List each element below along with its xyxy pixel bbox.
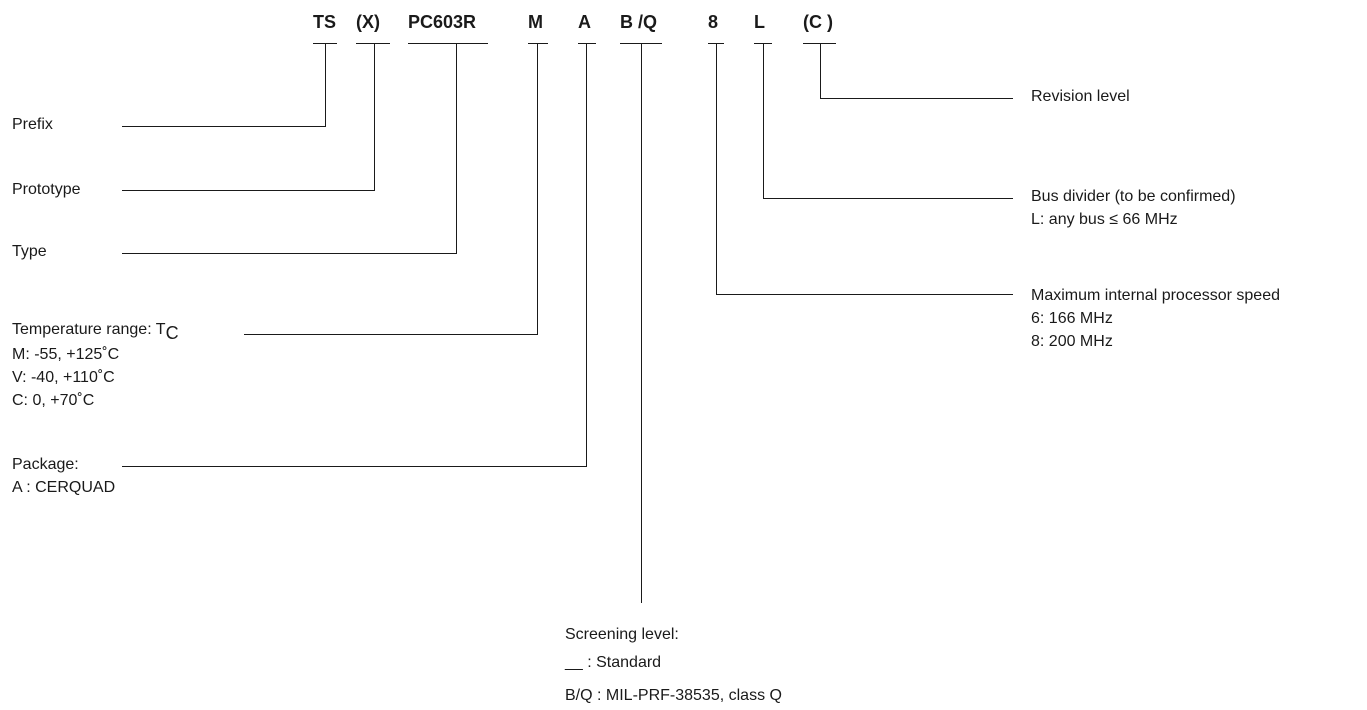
leader-prefix (122, 43, 326, 127)
screening-option-standard: __ : Standard (565, 654, 662, 671)
code-x: (X) (356, 12, 380, 32)
label-screening-title: Screening level: (565, 626, 679, 643)
temperature-option-v: V: -40, +110˚C (12, 369, 115, 386)
speed-option-8: 8: 200 MHz (1031, 333, 1113, 350)
label-prefix: Prefix (12, 116, 53, 133)
temperature-option-c: C: 0, +70˚C (12, 392, 95, 409)
leader-revision (820, 43, 1013, 99)
leader-package (122, 43, 587, 467)
bus-option-l: L: any bus ≤ 66 MHz (1031, 211, 1178, 228)
leader-temperature (244, 43, 538, 335)
label-prototype: Prototype (12, 181, 81, 198)
code-bq: B /Q (620, 12, 658, 32)
code-ts: TS (313, 12, 337, 32)
label-bus-title: Bus divider (to be confirmed) (1031, 188, 1236, 205)
label-revision: Revision level (1031, 88, 1130, 105)
code-c: (C ) (803, 12, 833, 32)
label-temperature-title: Temperature range: TC (12, 318, 179, 343)
label-package-title: Package: (12, 456, 79, 473)
code-m: M (528, 12, 543, 32)
temperature-title-subscript: C (165, 323, 179, 343)
code-pc603r: PC603R (408, 12, 477, 32)
leader-prototype (122, 43, 375, 191)
leader-speed (716, 43, 1013, 295)
code-a: A (578, 12, 591, 32)
leader-type (122, 43, 457, 254)
code-eight: 8 (708, 12, 719, 32)
screening-option-bq: B/Q : MIL-PRF-38535, class Q (565, 687, 782, 704)
code-l: L (754, 12, 765, 32)
label-speed-title: Maximum internal processor speed (1031, 287, 1280, 304)
speed-option-6: 6: 166 MHz (1031, 310, 1113, 327)
package-option-a: A : CERQUAD (12, 479, 116, 496)
label-type: Type (12, 243, 47, 260)
leader-bus (763, 43, 1013, 199)
temperature-title-text: Temperature range: T (12, 321, 166, 338)
temperature-option-m: M: -55, +125˚C (12, 346, 120, 363)
